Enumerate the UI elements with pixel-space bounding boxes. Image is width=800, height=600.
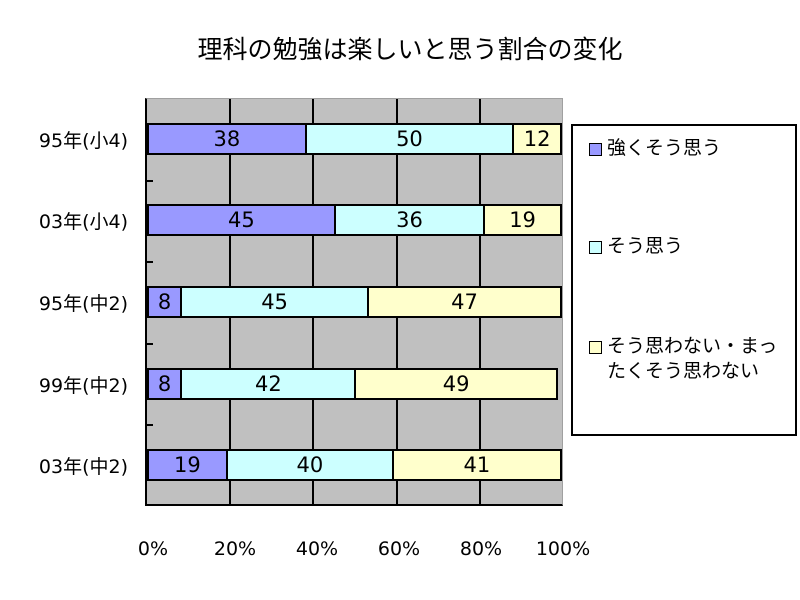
- bar-segment: 36: [333, 204, 484, 237]
- y-axis-label: 03年(小4): [38, 211, 128, 234]
- data-label: 47: [451, 290, 478, 314]
- bar-row: 38 50 12: [147, 122, 562, 155]
- bar-segment: 45: [147, 204, 334, 237]
- legend-swatch-icon: [589, 241, 602, 254]
- data-label: 36: [396, 208, 423, 233]
- x-axis-label: 100%: [535, 538, 591, 560]
- data-label: 45: [228, 208, 255, 233]
- y-axis-label: 95年(小4): [38, 129, 128, 152]
- x-axis-label: 0%: [137, 538, 169, 560]
- y-tick: [147, 424, 153, 427]
- data-label: 49: [442, 371, 470, 396]
- legend-item: そう思う: [589, 234, 789, 259]
- legend-swatch-icon: [589, 341, 602, 354]
- bar-segment: 47: [366, 286, 562, 318]
- bar-segment: 8: [147, 367, 181, 400]
- data-label: 19: [509, 208, 536, 233]
- bar-segment: 8: [147, 286, 181, 318]
- bar-row: 8 42 49: [147, 367, 562, 400]
- bar-row: 8 45 47: [147, 286, 562, 318]
- chart-title: 理科の勉強は楽しいと思う割合の変化: [197, 35, 623, 64]
- legend-item: 強くそう思う: [589, 136, 789, 161]
- data-label: 38: [213, 126, 241, 151]
- legend-label: 強くそう思う: [607, 137, 722, 159]
- y-axis-label: 03年(中2): [38, 456, 128, 479]
- bar-row: 19 40 41: [147, 449, 562, 482]
- bar-row: 45 36 19: [147, 204, 562, 237]
- bar-segment: 49: [354, 367, 558, 400]
- data-label: 41: [463, 453, 491, 478]
- data-label: 45: [261, 290, 288, 314]
- legend-label: そう思う: [607, 235, 684, 257]
- plot-area: 38 50 12 45 36 19 8 45 47 8 42 49 19 40 41: [145, 98, 563, 506]
- x-axis-label: 60%: [377, 538, 421, 560]
- y-tick: [147, 342, 153, 345]
- bar-segment: 12: [512, 122, 562, 155]
- bar-segment: 38: [147, 122, 305, 155]
- data-label: 19: [174, 453, 201, 478]
- y-axis-label: 95年(中2): [38, 293, 128, 315]
- y-tick: [147, 261, 153, 264]
- data-label: 50: [396, 126, 423, 151]
- y-axis-label: 99年(中2): [38, 374, 128, 397]
- data-label: 8: [157, 290, 172, 314]
- x-axis-label: 20%: [213, 538, 257, 560]
- y-tick: [147, 179, 153, 182]
- bar-segment: 40: [225, 449, 392, 482]
- legend-item: そう思わない・まったくそう思わない: [589, 334, 789, 384]
- x-axis-label: 40%: [295, 538, 339, 560]
- data-label: 40: [296, 453, 324, 478]
- legend-swatch-icon: [589, 143, 602, 156]
- legend-label: そう思わない・まったくそう思わない: [607, 335, 778, 382]
- x-axis-label: 80%: [459, 538, 503, 560]
- bar-segment: 42: [180, 367, 355, 400]
- bar-segment: 19: [483, 204, 562, 237]
- bar-segment: 45: [180, 286, 367, 318]
- bar-segment: 41: [391, 449, 562, 482]
- data-label: 12: [523, 126, 551, 151]
- bar-segment: 19: [147, 449, 226, 482]
- bar-segment: 50: [304, 122, 513, 155]
- data-label: 42: [254, 371, 282, 396]
- legend: 強くそう思う そう思うそう思わない・まったくそう思わない: [571, 124, 797, 436]
- data-label: 8: [157, 371, 172, 396]
